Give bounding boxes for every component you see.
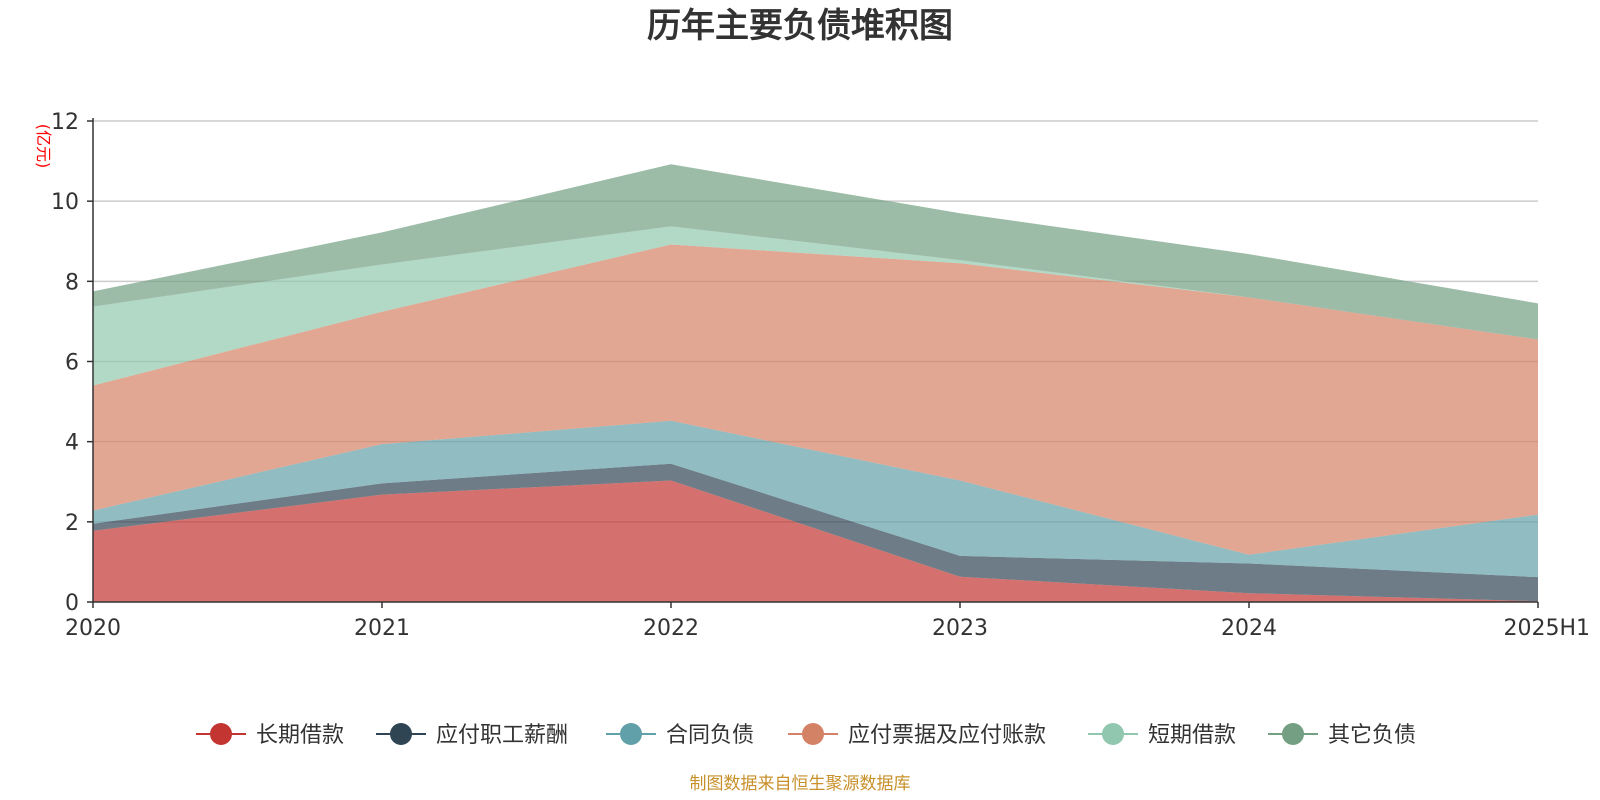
legend-label: 应付职工薪酬 <box>436 723 568 748</box>
y-tick-label: 12 <box>51 110 79 135</box>
legend[interactable]: 长期借款 应付职工薪酬 合同负债 应付票据及应付账款 短期借款 其它负债 <box>196 723 1416 748</box>
axes: 0 2 4 6 8 10 12 2020 2021 2022 2023 2024 2025H1 <box>51 110 1590 641</box>
legend-item-3[interactable]: 合同负债 <box>606 723 754 748</box>
y-tick-label: 2 <box>65 511 79 536</box>
legend-label: 短期借款 <box>1148 723 1236 748</box>
x-tick-label: 2023 <box>932 616 988 641</box>
y-tick-label: 0 <box>65 591 79 616</box>
legend-item-6[interactable]: 其它负债 <box>1268 723 1416 748</box>
legend-marker <box>390 723 412 745</box>
legend-marker <box>1282 723 1304 745</box>
area-series-6[interactable] <box>93 164 1538 340</box>
area-series-1[interactable] <box>93 480 1538 603</box>
x-tick-label: 2021 <box>354 616 410 641</box>
x-tick-label: 2024 <box>1221 616 1277 641</box>
y-tick-label: 8 <box>65 270 79 295</box>
legend-item-2[interactable]: 应付职工薪酬 <box>376 723 568 748</box>
legend-item-1[interactable]: 长期借款 <box>196 723 344 748</box>
x-tick-label: 2025H1 <box>1503 616 1590 641</box>
y-axis-unit: (亿元) <box>34 124 53 169</box>
x-tick-label: 2022 <box>643 616 699 641</box>
y-tick-label: 4 <box>65 431 79 456</box>
legend-label: 应付票据及应付账款 <box>848 723 1046 748</box>
x-tick-label: 2020 <box>65 616 121 641</box>
area-series-2[interactable] <box>93 463 1538 602</box>
legend-marker <box>1102 723 1124 745</box>
legend-item-4[interactable]: 应付票据及应付账款 <box>788 723 1046 748</box>
legend-marker <box>210 723 232 745</box>
legend-label: 其它负债 <box>1328 723 1416 748</box>
area-series-3[interactable] <box>93 420 1538 578</box>
area-series <box>93 164 1538 602</box>
data-source-footer: 制图数据来自恒生聚源数据库 <box>690 774 911 794</box>
y-tick-label: 10 <box>51 190 79 215</box>
legend-item-5[interactable]: 短期借款 <box>1088 723 1236 748</box>
legend-marker <box>620 723 642 745</box>
chart-title: 历年主要负债堆积图 <box>647 6 953 46</box>
legend-label: 合同负债 <box>666 723 754 748</box>
area-series-4[interactable] <box>93 244 1538 555</box>
legend-label: 长期借款 <box>256 723 344 748</box>
area-series-5[interactable] <box>93 226 1538 386</box>
legend-marker <box>802 723 824 745</box>
y-tick-label: 6 <box>65 351 79 376</box>
